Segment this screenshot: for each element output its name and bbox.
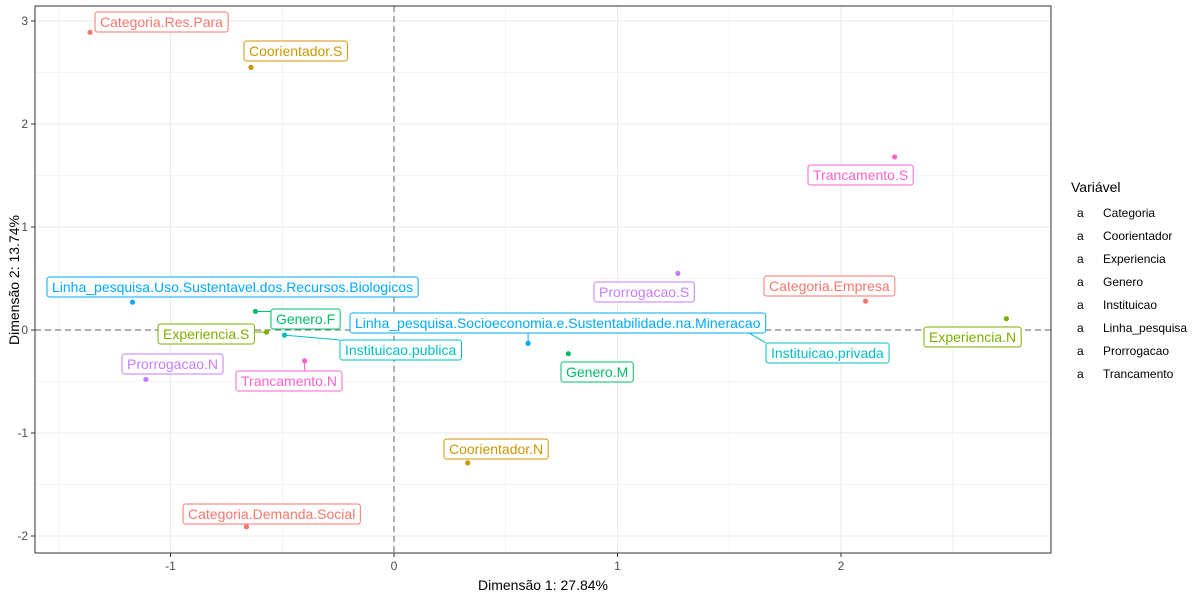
data-point	[862, 298, 869, 304]
point-label: Instituicao.privada	[771, 345, 884, 361]
point-label-box	[923, 326, 1022, 348]
point-label-box	[182, 503, 361, 525]
point-labels: Categoria.Res.Para Coorientador.S Trancame…	[46, 11, 1022, 525]
data-point	[264, 329, 270, 335]
x-tick-label: 2	[838, 559, 845, 573]
x-axis-ticks: -1 0 1 2	[165, 553, 845, 573]
data-point	[565, 351, 571, 357]
data-point	[252, 308, 259, 315]
y-axis-title: Dimensão 2: 13.74%	[6, 215, 22, 345]
data-point	[1003, 316, 1009, 322]
point-label: Linha_pesquisa.Socioeconomia.e.Sustentab…	[355, 315, 761, 331]
x-axis-title: Dimensão 1: 27.84%	[478, 577, 608, 593]
legend-key: a	[1077, 344, 1084, 358]
point-label-box	[593, 281, 695, 303]
data-point	[892, 154, 898, 160]
x-tick-label: -1	[165, 559, 176, 573]
legend-key: a	[1077, 252, 1084, 266]
point-label: Categoria.Empresa	[769, 278, 890, 294]
point-label: Trancamento.S	[813, 167, 908, 183]
point-label-box	[339, 339, 463, 361]
point-label: Linha_pesquisa.Uso.Sustentavel.dos.Recur…	[52, 279, 413, 295]
data-point	[525, 340, 531, 346]
legend-key: a	[1077, 321, 1084, 335]
point-label-box	[121, 353, 224, 375]
y-tick-label: -2	[17, 529, 28, 543]
x-tick-label: 1	[614, 559, 621, 573]
data-point	[143, 376, 149, 383]
legend-label: Linha_pesquisa	[1103, 321, 1187, 335]
data-point	[281, 332, 288, 338]
legend-key: a	[1077, 229, 1084, 243]
label-connector	[284, 334, 341, 341]
legend-key: a	[1077, 367, 1084, 381]
point-label-box	[807, 164, 914, 186]
plot-border	[34, 5, 1052, 554]
legend-key: a	[1077, 206, 1084, 220]
data-point	[302, 358, 308, 364]
point-label-box	[243, 40, 348, 62]
point-label: Prorrogacao.N	[127, 356, 218, 372]
point-label-box	[235, 370, 343, 392]
y-tick-label: 3	[21, 14, 28, 28]
legend-title: Variável	[1071, 179, 1121, 195]
point-label: Genero.M	[566, 364, 628, 380]
point-label: Coorientador.N	[449, 441, 543, 457]
legend-label: Genero	[1103, 275, 1143, 289]
point-label: Genero.F	[276, 311, 335, 327]
legend-key: a	[1077, 275, 1084, 289]
point-label: Categoria.Demanda.Social	[188, 506, 355, 522]
data-point	[465, 460, 471, 466]
legend-items: a Categoria a Coorientador a Experiencia a Gene…	[1077, 206, 1187, 381]
point-label: Trancamento.N	[241, 373, 337, 389]
point-label-box	[157, 323, 255, 345]
y-tick-label: 1	[21, 220, 28, 234]
data-point	[675, 270, 681, 276]
point-label: Experiencia.S	[163, 326, 249, 342]
data-point	[129, 299, 136, 305]
point-label-box	[270, 308, 341, 330]
data-point	[248, 64, 254, 70]
point-label-box	[349, 312, 767, 334]
point-label: Instituicao.publica	[345, 342, 457, 358]
point-label-box	[94, 11, 229, 33]
point-label: Coorientador.S	[249, 43, 342, 59]
legend: Variável a Categoria a Coorientador a Experie…	[1071, 179, 1187, 381]
y-axis-ticks: -2 -1 0 1 2 3	[17, 14, 35, 543]
point-label-box	[46, 276, 419, 298]
legend-key: a	[1077, 298, 1084, 312]
point-label: Prorrogacao.S	[599, 284, 689, 300]
point-label: Experiencia.N	[929, 329, 1016, 345]
legend-label: Categoria	[1103, 206, 1155, 220]
point-label-box	[765, 342, 890, 364]
y-tick-label: -1	[17, 426, 28, 440]
grid-lines	[35, 6, 1051, 553]
legend-label: Experiencia	[1103, 252, 1166, 266]
point-label-box	[443, 438, 549, 460]
legend-label: Coorientador	[1103, 229, 1172, 243]
point-label-box	[763, 275, 896, 297]
legend-label: Instituicao	[1103, 298, 1157, 312]
x-tick-label: 0	[391, 559, 398, 573]
point-label-box	[560, 361, 634, 383]
point-label: Categoria.Res.Para	[100, 14, 223, 30]
data-point	[243, 524, 250, 530]
y-tick-label: 2	[21, 117, 28, 131]
legend-label: Prorrogacao	[1103, 344, 1169, 358]
data-point	[87, 29, 93, 35]
y-tick-label: 0	[21, 323, 28, 337]
legend-label: Trancamento	[1103, 367, 1174, 381]
